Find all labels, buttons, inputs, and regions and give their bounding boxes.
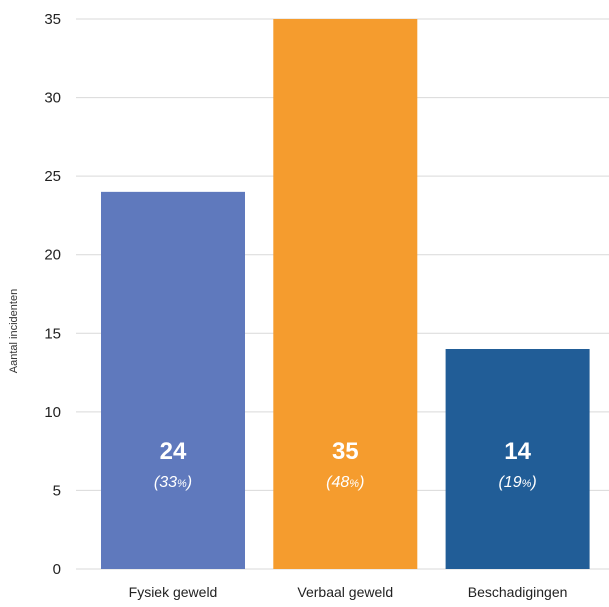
percent-sign: % <box>349 478 359 490</box>
category-label: Fysiek geweld <box>129 584 218 600</box>
bar-2 <box>445 349 590 569</box>
percent-sign: % <box>177 478 187 490</box>
value-label: 35 <box>332 438 359 465</box>
percent-label: (48%) <box>326 474 364 491</box>
y-tick-label: 20 <box>44 247 61 264</box>
percent-value: 33 <box>159 474 177 491</box>
y-tick-label: 30 <box>44 90 61 107</box>
y-tick-label: 0 <box>53 561 61 578</box>
category-labels: Fysiek geweld Verbaal geweld Beschadiginge… <box>129 584 568 600</box>
value-label: 24 <box>160 438 187 465</box>
data-labels: 24 (33%) 35 (48%) 14 (19%) <box>154 438 537 491</box>
y-tick-label: 35 <box>44 11 61 28</box>
percent-value: 19 <box>504 474 522 491</box>
y-tick-label: 25 <box>44 168 61 185</box>
percent-sign: % <box>522 478 532 490</box>
category-label: Verbaal geweld <box>297 584 393 600</box>
y-tick-label: 10 <box>44 404 61 421</box>
bar-1 <box>273 19 418 569</box>
y-tick-label: 5 <box>53 482 61 499</box>
category-label: Beschadigingen <box>468 584 568 600</box>
bars <box>101 19 590 569</box>
y-tick-label: 15 <box>44 325 61 342</box>
percent-value: 48 <box>332 474 350 491</box>
y-tick-labels: 0 5 10 15 20 25 30 35 <box>44 11 61 578</box>
value-label: 14 <box>504 438 531 465</box>
percent-label: (33%) <box>154 474 192 491</box>
percent-label: (19%) <box>498 474 536 491</box>
y-axis-label: Aantal incidenten <box>8 289 20 373</box>
bar-0 <box>101 191 245 569</box>
